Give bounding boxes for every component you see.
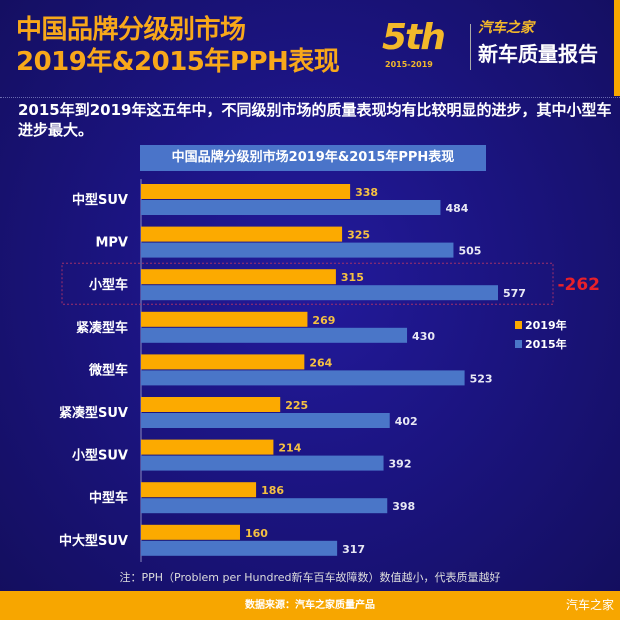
data-label: 186 — [261, 484, 284, 497]
logo-report: 新车质量报告 — [478, 42, 598, 66]
logo-brand: 汽车之家 — [478, 20, 534, 36]
bar-2019年 — [141, 354, 305, 370]
category-label: 小型车 — [89, 277, 128, 293]
legend-label: 2019年 — [525, 318, 567, 332]
bar-2019年 — [141, 226, 343, 242]
bar-2019年 — [141, 397, 281, 412]
legend-swatch — [515, 340, 522, 348]
title-line-2: 2019年&2015年PPH表现 — [16, 47, 340, 77]
highlight-box — [61, 262, 554, 305]
logo-number: 5th — [382, 17, 446, 58]
bar-2015年 — [141, 285, 498, 301]
category-label: 紧凑型SUV — [59, 405, 128, 421]
bar-2015年 — [141, 370, 465, 386]
data-label: 214 — [278, 442, 301, 455]
data-label: 325 — [347, 229, 370, 242]
data-label: 317 — [342, 543, 365, 556]
bar-2019年 — [141, 524, 240, 540]
bar-2015年 — [141, 200, 441, 215]
watermark: 汽车之家 — [565, 598, 614, 612]
data-label: 392 — [389, 458, 412, 471]
bar-2019年 — [141, 184, 351, 199]
category-label: MPV — [95, 236, 128, 251]
bar-2019年 — [141, 269, 336, 285]
data-source: 数据来源：汽车之家质量产品 — [245, 600, 375, 611]
chart-title: 中国品牌分级别市场2019年&2015年PPH表现 — [140, 145, 486, 171]
data-label: 505 — [458, 245, 481, 258]
data-label: 264 — [309, 356, 332, 369]
category-label: 中大型SUV — [59, 533, 128, 549]
accent-strip — [614, 0, 620, 96]
report-logo: 5th 2015-2019 汽车之家 新车质量报告 — [382, 20, 612, 76]
logo-divider — [470, 24, 471, 70]
bar-2015年 — [141, 540, 338, 556]
data-label: 225 — [285, 399, 308, 412]
data-label: 484 — [445, 202, 468, 215]
bar-2019年 — [141, 482, 257, 498]
bar-2019年 — [141, 439, 274, 455]
footer-bar — [0, 591, 620, 620]
bar-2015年 — [141, 498, 388, 514]
bar-2015年 — [141, 413, 390, 428]
title-line-1: 中国品牌分级别市场 — [16, 15, 246, 45]
category-label: 小型SUV — [72, 448, 128, 464]
footnote: 注：PPH（Problem per Hundred新车百车故障数）数值越小，代表… — [119, 571, 501, 584]
subtitle: 2015年到2019年这五年中，不同级别市场的质量表现均有比较明显的进步，其中小… — [18, 101, 612, 139]
divider — [0, 97, 620, 98]
bar-2019年 — [141, 311, 308, 327]
category-label: 微型车 — [88, 362, 128, 378]
data-label: 402 — [395, 415, 418, 428]
category-label: 中型车 — [89, 490, 128, 506]
category-label: 紧凑型车 — [76, 320, 128, 336]
bar-2015年 — [141, 242, 454, 258]
highlight-annotation: -262 — [557, 275, 600, 295]
data-label: 577 — [503, 287, 526, 300]
data-label: 398 — [392, 500, 415, 513]
data-label: 160 — [245, 527, 268, 540]
bar-2015年 — [141, 455, 384, 471]
logo-years: 2015-2019 — [385, 60, 433, 69]
category-label: 中型SUV — [72, 192, 128, 208]
data-label: 315 — [341, 271, 364, 284]
data-label: 430 — [412, 330, 435, 343]
bar-2015年 — [141, 327, 408, 343]
data-label: 338 — [355, 186, 378, 199]
data-label: 269 — [312, 314, 335, 327]
legend-swatch — [515, 321, 522, 329]
data-label: 523 — [470, 372, 493, 385]
legend-label: 2015年 — [525, 337, 567, 351]
page-title: 中国品牌分级别市场 2019年&2015年PPH表现 — [16, 14, 340, 78]
